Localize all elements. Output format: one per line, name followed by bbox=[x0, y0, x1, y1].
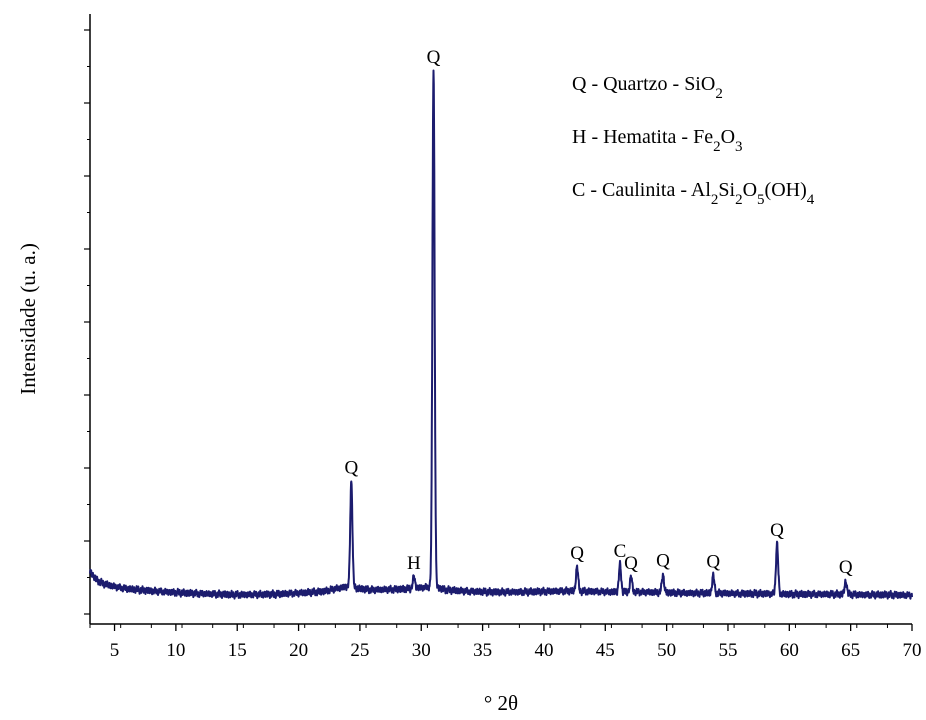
formula-subscript: 4 bbox=[807, 192, 815, 208]
formula-element: O bbox=[721, 126, 735, 148]
legend-entry-Q: Q - Quartzo - SiO2​ bbox=[572, 73, 723, 102]
x-ticks: 5 10 15 20 25 30 35 40 45 50 55 60 65 70 bbox=[89, 624, 922, 661]
formula-subscript: 2 bbox=[711, 192, 719, 208]
formula-element: O bbox=[701, 73, 715, 95]
peak-label-C: C bbox=[614, 541, 627, 562]
x-axis-title: ° 2θ bbox=[484, 691, 518, 715]
formula-element: Si bbox=[718, 179, 735, 201]
x-tick-label: 45 bbox=[596, 640, 615, 661]
x-tick-label: 25 bbox=[350, 640, 369, 661]
x-tick-label: 20 bbox=[289, 640, 308, 661]
peak-label-Q: Q bbox=[656, 551, 670, 572]
x-tick-label: 65 bbox=[841, 640, 860, 661]
formula-subscript: 5 bbox=[757, 192, 765, 208]
peak-label-Q: Q bbox=[344, 458, 358, 479]
formula-element: (OH) bbox=[765, 179, 807, 201]
x-tick-label: 60 bbox=[780, 640, 799, 661]
x-tick-label: 55 bbox=[718, 640, 737, 661]
x-tick-label: 15 bbox=[228, 640, 247, 661]
formula-subscript: 2 bbox=[713, 139, 721, 155]
x-tick-label: 5 bbox=[110, 640, 120, 661]
y-axis-title: Intensidade (u. a.) bbox=[16, 243, 40, 395]
peak-label-Q: Q bbox=[706, 552, 720, 573]
legend-entry-text: C - Caulinita - bbox=[572, 179, 691, 201]
formula-element: Fe bbox=[693, 126, 713, 148]
peak-label-Q: Q bbox=[770, 520, 784, 541]
formula-element: Si bbox=[684, 73, 701, 95]
formula-subscript: 2 bbox=[715, 86, 723, 102]
x-tick-label: 30 bbox=[412, 640, 431, 661]
formula-subscript: 3 bbox=[735, 139, 743, 155]
peak-label-Q: Q bbox=[624, 553, 638, 574]
x-tick-label: 40 bbox=[534, 640, 553, 661]
legend-entry-text: H - Hematita - bbox=[572, 126, 693, 148]
series-line bbox=[89, 69, 913, 600]
peak-label-H: H bbox=[407, 553, 421, 574]
x-tick-label: 50 bbox=[657, 640, 676, 661]
axes: 5 10 15 20 25 30 35 40 45 50 55 60 65 70 bbox=[84, 14, 922, 661]
legend: Q - Quartzo - SiO2​ H - Hematita - Fe2​O3… bbox=[572, 73, 815, 208]
x-tick-label: 35 bbox=[473, 640, 492, 661]
peak-label-Q: Q bbox=[570, 543, 584, 564]
peak-label-Q: Q bbox=[839, 557, 853, 578]
x-tick-label: 10 bbox=[166, 640, 185, 661]
formula-subscript: 2 bbox=[735, 192, 743, 208]
legend-entry-text: Q - Quartzo - bbox=[572, 73, 684, 95]
legend-entry-C: C - Caulinita - Al2​Si2​O5​(OH)4​ bbox=[572, 179, 815, 208]
peak-label-Q: Q bbox=[427, 47, 441, 68]
formula-element: Al bbox=[691, 179, 711, 201]
y-ticks bbox=[84, 29, 90, 615]
x-tick-label: 70 bbox=[903, 640, 922, 661]
legend-entry-H: H - Hematita - Fe2​O3​ bbox=[572, 126, 743, 155]
formula-element: O bbox=[743, 179, 757, 201]
